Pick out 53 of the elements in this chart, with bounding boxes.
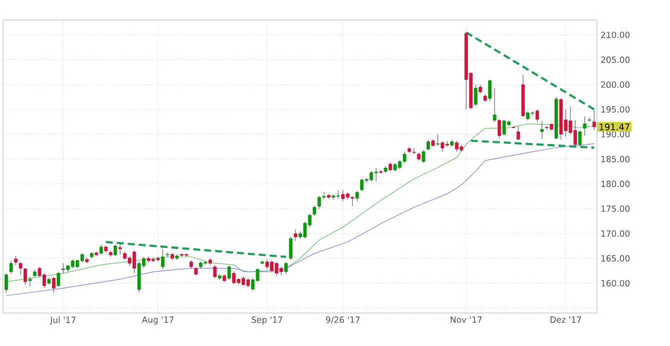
y-tick-label: 205.00 — [601, 56, 630, 63]
candlestick — [52, 276, 56, 293]
candlestick — [578, 130, 582, 146]
candlestick — [592, 110, 596, 130]
candlestick — [175, 254, 179, 260]
y-tick-label: 165.00 — [601, 255, 630, 262]
y-tick-label: 200.00 — [601, 81, 630, 88]
candlestick — [9, 260, 13, 275]
candlestick — [422, 150, 426, 164]
y-tick-label: 180.00 — [601, 180, 630, 188]
candlestick — [582, 116, 586, 136]
candlestick — [161, 249, 164, 270]
line-series — [6, 143, 594, 296]
candlestick — [284, 262, 288, 274]
candlestick — [114, 244, 118, 257]
x-tick-label: Jul '17 — [50, 316, 76, 325]
candlestick — [412, 148, 416, 154]
candlestick — [99, 244, 103, 255]
candlestick — [536, 109, 539, 122]
candlestick — [4, 273, 8, 293]
candlestick — [18, 262, 22, 276]
candlestick — [488, 79, 492, 102]
y-tick-label: 185.00 — [601, 156, 630, 162]
candlestick — [426, 140, 430, 150]
candlestick — [24, 268, 27, 285]
x-tick-label: Dez '17 — [550, 316, 581, 323]
x-tick-label: Aug '17 — [142, 316, 174, 324]
candlestick — [294, 229, 298, 242]
candlestick — [227, 265, 231, 280]
candlestick — [56, 272, 60, 287]
candlestick — [540, 120, 544, 140]
y-tick-label: 170.00 — [601, 230, 630, 237]
x-tick-label: Sep '17 — [252, 316, 282, 325]
y-tick-label: 195.00 — [601, 106, 630, 113]
candlestick — [516, 126, 520, 140]
candlestick — [512, 126, 516, 129]
candlestick — [492, 88, 496, 122]
candlestick — [14, 256, 18, 266]
y-tick-label: 175.00 — [601, 206, 630, 212]
candlestick — [498, 119, 502, 138]
candlestick — [436, 134, 440, 146]
candlestick — [28, 276, 32, 287]
text: 191.47 — [600, 124, 630, 130]
y-tick-label: 210.00 — [601, 32, 630, 38]
candlestick — [213, 265, 217, 278]
x-tick-label: Nov '17 — [450, 316, 482, 323]
x-tick-label: 9/26 '17 — [326, 316, 360, 324]
candlestick — [118, 243, 122, 256]
candlestick — [289, 236, 292, 260]
candlestick — [355, 190, 359, 202]
y-tick-label: 160.00 — [601, 280, 630, 286]
candlestick — [312, 205, 316, 216]
candlestick — [474, 84, 478, 106]
